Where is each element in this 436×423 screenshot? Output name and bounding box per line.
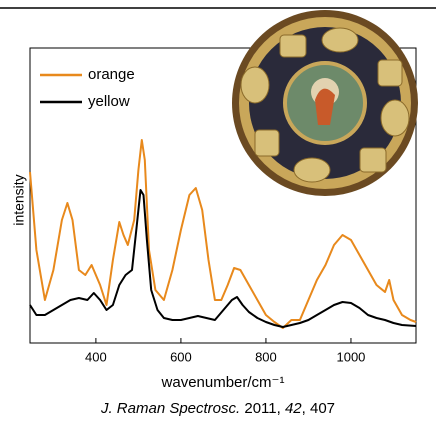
x-tick-label: 1000 [336,349,365,364]
x-axis-label: wavenumber/cm⁻¹ [161,374,285,391]
ornament [321,27,359,53]
citation-journal: J. Raman Spectrosc. [100,400,240,417]
legend: orange yellow [40,66,135,110]
legend-label: yellow [88,93,130,110]
series-line [29,139,417,329]
citation-volume: 42 [285,400,302,417]
plate-ornaments [240,27,410,183]
ornament [254,129,280,157]
citation: J. Raman Spectrosc. 2011, 42, 407 [100,400,335,417]
plate-figure [315,88,335,125]
ornament [359,147,387,173]
series-line [29,189,417,328]
x-tick-label: 600 [170,349,192,364]
citation-pages: , 407 [302,400,335,417]
y-axis-label: intensity [11,174,27,225]
x-tick-label: 400 [85,349,107,364]
inset-plate [232,10,418,196]
ornament [279,34,307,58]
plot-area [29,139,417,343]
ornament [377,59,403,87]
legend-label: orange [88,66,135,83]
plot-frame [29,47,417,344]
ornament [380,99,410,137]
x-tick-label: 800 [255,349,277,364]
ornament [240,66,270,104]
citation-year: 2011, [240,400,285,417]
ornament [293,157,331,183]
